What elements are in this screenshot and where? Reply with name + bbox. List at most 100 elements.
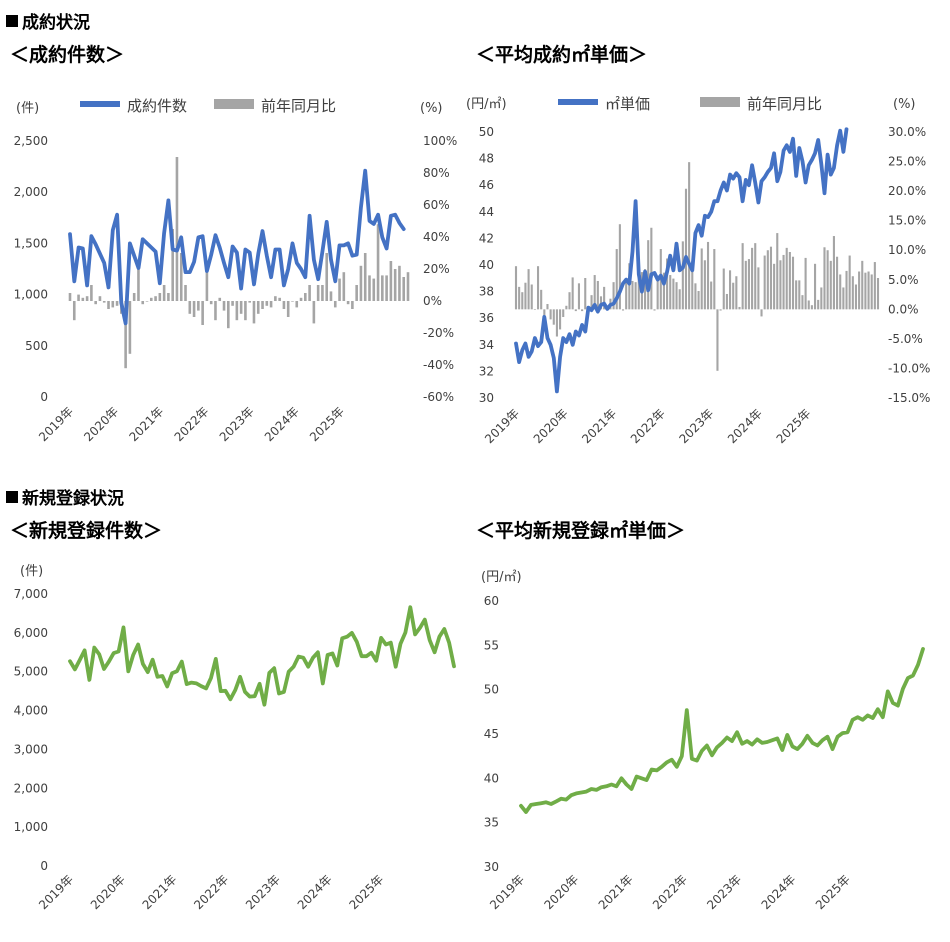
x-tick-label: 2021年 — [596, 872, 636, 912]
bar — [81, 297, 85, 301]
bar — [596, 280, 599, 310]
bar — [741, 243, 744, 310]
right-axis-unit: (%) — [893, 97, 916, 112]
bar — [107, 301, 110, 309]
y-tick-label: 3,000 — [14, 742, 48, 756]
bar — [864, 272, 867, 310]
bar — [393, 269, 397, 301]
bar — [124, 301, 127, 369]
bar — [672, 278, 675, 310]
y-tick-label: 2,000 — [14, 185, 48, 199]
bar — [171, 229, 174, 301]
bar — [227, 301, 230, 329]
series-line — [519, 647, 925, 814]
bar — [402, 277, 406, 301]
section-heading-contract: 成約状況 — [6, 8, 90, 33]
y-tick-label: 2,500 — [14, 134, 48, 148]
y2-tick-label: 5.0% — [888, 273, 919, 287]
y2-tick-label: 40% — [423, 230, 450, 244]
y2-tick-label: -20% — [423, 326, 454, 340]
legend-line-label: 成約件数 — [127, 97, 187, 115]
bar — [791, 256, 795, 310]
bar — [222, 301, 226, 311]
bar — [346, 301, 350, 305]
bar — [650, 227, 653, 310]
bar — [68, 293, 72, 301]
bar — [559, 309, 562, 330]
bar — [684, 188, 688, 310]
bar — [304, 293, 307, 301]
y2-tick-label: 30.0% — [888, 125, 926, 139]
series-line — [68, 605, 456, 707]
bar — [568, 292, 571, 310]
bar — [546, 304, 549, 310]
bar — [738, 306, 741, 310]
bar — [867, 271, 870, 310]
bar — [851, 276, 854, 310]
bar — [876, 278, 880, 310]
y-tick-label: 5,000 — [14, 665, 48, 679]
bar — [299, 297, 303, 301]
bar — [773, 263, 776, 310]
left-axis-unit: (件) — [16, 101, 39, 116]
bar — [235, 301, 239, 321]
y2-tick-label: -60% — [423, 390, 454, 404]
bar — [329, 291, 333, 301]
bar — [823, 247, 826, 310]
x-tick-label: 2020年 — [541, 872, 581, 912]
bar — [359, 265, 363, 301]
legend-bar-swatch — [700, 97, 740, 107]
bar — [700, 248, 703, 310]
y2-tick-label: 60% — [423, 198, 450, 212]
bar — [256, 301, 260, 314]
bar — [145, 301, 149, 302]
bar — [137, 269, 140, 301]
bar — [706, 241, 710, 310]
bar — [115, 301, 119, 306]
bar — [521, 292, 524, 310]
bar — [807, 300, 810, 310]
bar — [372, 278, 376, 301]
bar — [678, 289, 681, 310]
bar — [514, 266, 518, 310]
bar — [829, 260, 832, 310]
bar — [735, 276, 738, 310]
bar — [584, 278, 587, 310]
bar — [342, 272, 346, 301]
y-tick-label: 40 — [484, 771, 499, 785]
bar — [842, 287, 845, 310]
y-tick-label: 48 — [479, 152, 494, 166]
bar — [533, 309, 536, 310]
bar — [398, 265, 401, 301]
bar — [549, 309, 552, 320]
bar — [744, 260, 747, 310]
bar — [252, 301, 256, 324]
bar — [603, 286, 606, 310]
x-tick-label: 2019年 — [487, 872, 527, 912]
legend-line-swatch — [558, 99, 598, 105]
left-axis-unit: (円/㎡) — [481, 570, 522, 585]
bar — [524, 282, 527, 310]
y2-tick-label: 80% — [423, 166, 450, 180]
y-tick-label: 45 — [484, 727, 499, 741]
legend-line-label: ㎡単価 — [605, 95, 650, 113]
section-heading-registration: 新規登録状況 — [6, 484, 124, 509]
bar — [286, 301, 290, 317]
bar — [694, 283, 697, 310]
bar — [312, 301, 316, 324]
bar — [72, 301, 76, 321]
bar — [376, 224, 380, 301]
bar — [782, 254, 785, 310]
bar — [261, 301, 264, 309]
bar — [729, 270, 732, 310]
bar — [662, 272, 665, 310]
y2-tick-label: -40% — [423, 358, 454, 372]
bar — [248, 301, 251, 303]
y-tick-label: 0 — [40, 859, 48, 873]
bar — [128, 301, 132, 354]
bar — [218, 297, 222, 301]
bar — [527, 269, 530, 310]
bar — [656, 277, 659, 310]
